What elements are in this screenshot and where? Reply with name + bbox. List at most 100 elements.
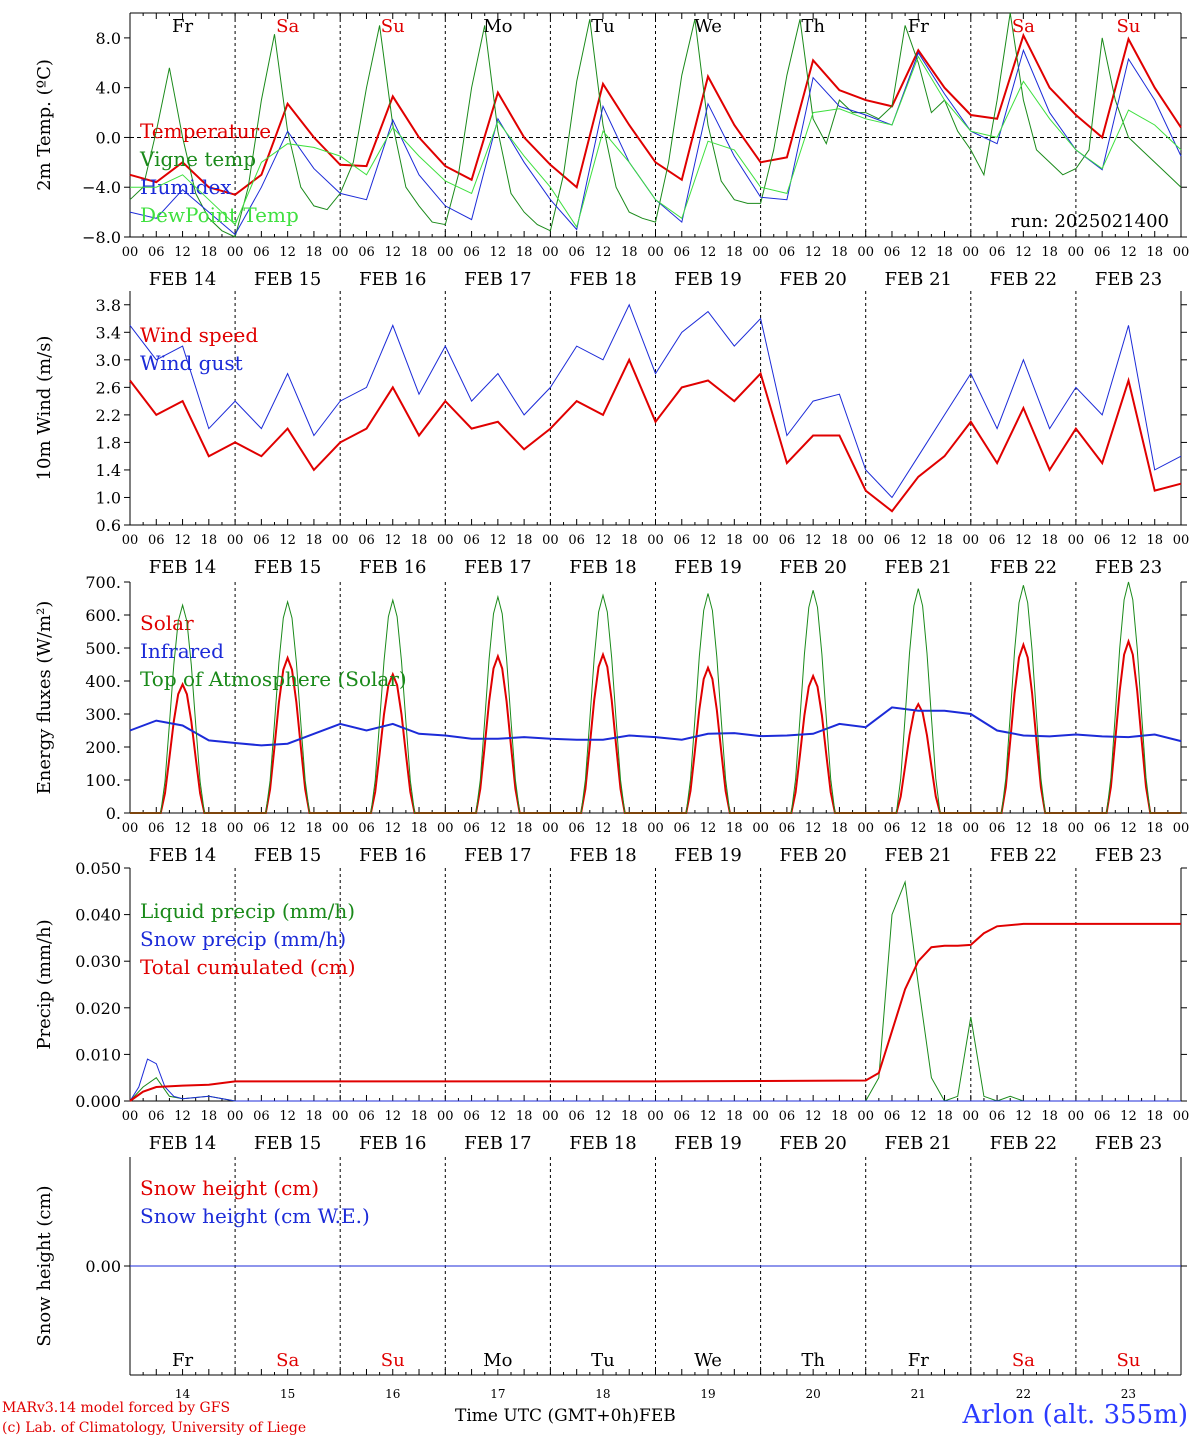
y-axis-title-1: 10m Wind (m/s)	[34, 336, 55, 481]
hour-label-2-0: 00	[122, 821, 139, 836]
hour-label-1-78: 06	[463, 533, 480, 548]
hour-label-2-210: 18	[1041, 821, 1058, 836]
weekday-top-0: Fr	[172, 16, 193, 37]
hour-label-0-12: 12	[174, 245, 191, 260]
y-tick-label-1-5: 1.8	[96, 433, 121, 452]
date-label-1-1: FEB 15	[254, 557, 321, 578]
hour-label-2-156: 12	[805, 821, 822, 836]
hour-label-1-228: 12	[1120, 533, 1137, 548]
y-tick-label-2-4: 300.	[85, 705, 121, 724]
weekday-top-5: We	[694, 16, 722, 37]
hour-label-3-72: 00	[437, 1109, 454, 1124]
y-tick-label-3-2: 0.030	[75, 952, 121, 971]
hour-label-3-90: 18	[516, 1109, 533, 1124]
weekday-bottom-1: Sa	[276, 1350, 299, 1371]
hour-label-2-30: 06	[253, 821, 270, 836]
hour-label-1-216: 00	[1068, 533, 1085, 548]
hour-label-3-96: 00	[542, 1109, 559, 1124]
hour-label-0-150: 06	[779, 245, 796, 260]
hour-label-3-150: 06	[779, 1109, 796, 1124]
hour-label-1-222: 06	[1094, 533, 1111, 548]
hour-label-3-138: 18	[726, 1109, 743, 1124]
model-credit: MARv3.14 model forced by GFS	[2, 1400, 231, 1416]
day-number-0: 14	[175, 1387, 191, 1401]
date-label-0-7: FEB 21	[885, 269, 952, 290]
y-axis-title-2: Energy fluxes (W/m²)	[34, 601, 55, 795]
hour-label-3-108: 12	[595, 1109, 612, 1124]
hour-label-0-168: 00	[857, 245, 874, 260]
date-label-2-7: FEB 21	[885, 845, 952, 866]
hour-label-3-42: 18	[306, 1109, 323, 1124]
date-label-1-9: FEB 23	[1095, 557, 1162, 578]
hour-label-3-114: 18	[621, 1109, 638, 1124]
hour-label-2-72: 00	[437, 821, 454, 836]
weekday-bottom-2: Su	[381, 1350, 405, 1371]
legend-label-0-0: Temperature	[140, 119, 271, 143]
hour-label-1-84: 12	[490, 533, 507, 548]
hour-label-1-156: 12	[805, 533, 822, 548]
hour-label-1-36: 12	[279, 533, 296, 548]
hour-label-2-114: 18	[621, 821, 638, 836]
hour-label-1-102: 06	[568, 533, 585, 548]
hour-label-2-162: 18	[831, 821, 848, 836]
hour-label-3-216: 00	[1068, 1109, 1085, 1124]
hour-label-2-126: 06	[674, 821, 691, 836]
hour-label-0-126: 06	[674, 245, 691, 260]
hour-label-2-96: 00	[542, 821, 559, 836]
date-label-1-4: FEB 18	[569, 557, 636, 578]
legend-label-0-1: Vigne temp	[139, 147, 256, 171]
station-name: Arlon (alt. 355m)	[962, 1400, 1188, 1430]
hour-label-1-204: 12	[1015, 533, 1032, 548]
hour-label-0-186: 18	[936, 245, 953, 260]
hour-label-3-204: 12	[1015, 1109, 1032, 1124]
y-tick-label-2-5: 200.	[85, 738, 121, 757]
day-number-9: 23	[1121, 1387, 1136, 1401]
hour-label-2-198: 06	[989, 821, 1006, 836]
date-label-3-8: FEB 22	[990, 1133, 1057, 1154]
y-tick-label-0-0: 8.0	[96, 29, 121, 48]
hour-label-1-240: 00	[1173, 533, 1190, 548]
y-tick-label-1-0: 3.8	[96, 296, 121, 315]
hour-label-3-168: 00	[857, 1109, 874, 1124]
hour-label-1-108: 12	[595, 533, 612, 548]
hour-label-2-18: 18	[201, 821, 218, 836]
y-tick-label-3-4: 0.010	[75, 1045, 121, 1064]
hour-label-2-168: 00	[857, 821, 874, 836]
hour-label-3-162: 18	[831, 1109, 848, 1124]
y-tick-label-2-2: 500.	[85, 639, 121, 658]
y-tick-label-1-1: 3.4	[96, 323, 121, 342]
date-label-2-2: FEB 16	[359, 845, 426, 866]
hour-label-0-36: 12	[279, 245, 296, 260]
y-axis-title-4: Snow height (cm)	[34, 1185, 55, 1346]
date-label-0-9: FEB 23	[1095, 269, 1162, 290]
series-line-0-3	[130, 55, 1182, 229]
legend-label-3-2: Total cumulated (cm)	[140, 955, 356, 979]
hour-label-3-144: 00	[752, 1109, 769, 1124]
weekday-bottom-5: We	[694, 1350, 722, 1371]
hour-label-1-174: 06	[884, 533, 901, 548]
hour-label-1-234: 18	[1146, 533, 1163, 548]
hour-label-0-60: 12	[384, 245, 401, 260]
hour-label-1-54: 06	[358, 533, 375, 548]
hour-label-2-192: 00	[963, 821, 980, 836]
hour-label-1-192: 00	[963, 533, 980, 548]
hour-label-3-210: 18	[1041, 1109, 1058, 1124]
hour-label-1-180: 12	[910, 533, 927, 548]
hour-label-2-186: 18	[936, 821, 953, 836]
legend-label-4-1: Snow height (cm W.E.)	[140, 1204, 370, 1228]
hour-label-2-216: 00	[1068, 821, 1085, 836]
hour-label-2-174: 06	[884, 821, 901, 836]
weekday-bottom-9: Su	[1116, 1350, 1140, 1371]
weekday-top-4: Tu	[591, 16, 615, 37]
date-label-0-6: FEB 20	[779, 269, 846, 290]
hour-label-3-54: 06	[358, 1109, 375, 1124]
day-number-8: 22	[1016, 1387, 1031, 1401]
y-tick-label-1-7: 1.0	[96, 488, 121, 507]
hour-label-3-78: 06	[463, 1109, 480, 1124]
weekday-bottom-0: Fr	[172, 1350, 193, 1371]
hour-label-3-120: 00	[647, 1109, 664, 1124]
hour-label-0-96: 00	[542, 245, 559, 260]
hour-label-3-30: 06	[253, 1109, 270, 1124]
day-number-7: 21	[911, 1387, 926, 1401]
